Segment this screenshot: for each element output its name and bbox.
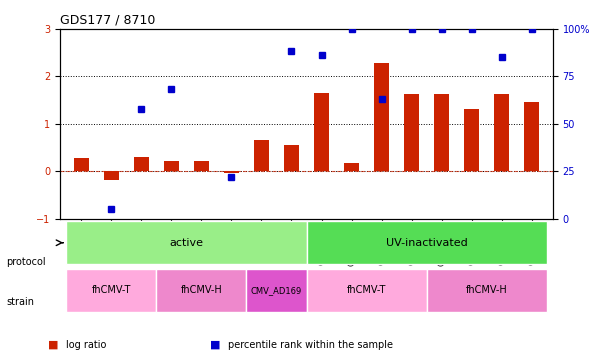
Bar (74, 158, 89, 171)
Text: ■: ■ (210, 340, 221, 350)
Bar (344, 163, 359, 171)
Bar (404, 94, 419, 171)
Text: percentile rank within the sample: percentile rank within the sample (228, 340, 394, 350)
Bar (284, 145, 299, 171)
Text: strain: strain (6, 297, 34, 307)
FancyBboxPatch shape (246, 269, 307, 312)
FancyBboxPatch shape (307, 269, 427, 312)
Text: fhCMV-H: fhCMV-H (180, 285, 222, 295)
Text: ■: ■ (48, 340, 58, 350)
Text: CMV_AD169: CMV_AD169 (251, 286, 302, 295)
Bar (164, 161, 179, 171)
Bar (495, 94, 510, 171)
Bar (224, 171, 239, 173)
FancyBboxPatch shape (307, 221, 547, 264)
Bar (525, 102, 540, 171)
Bar (254, 140, 269, 171)
Bar (104, 171, 119, 180)
FancyBboxPatch shape (427, 269, 547, 312)
Text: GDS177 / 8710: GDS177 / 8710 (60, 13, 156, 26)
Bar (434, 94, 450, 171)
FancyBboxPatch shape (156, 269, 246, 312)
Bar (134, 157, 149, 171)
FancyBboxPatch shape (66, 269, 156, 312)
Bar (194, 161, 209, 171)
Text: fhCMV-T: fhCMV-T (91, 285, 131, 295)
Bar (374, 63, 389, 171)
FancyBboxPatch shape (66, 221, 307, 264)
Text: UV-inactivated: UV-inactivated (386, 238, 468, 248)
Text: fhCMV-T: fhCMV-T (347, 285, 386, 295)
Text: log ratio: log ratio (66, 340, 106, 350)
Text: protocol: protocol (6, 257, 46, 267)
Text: active: active (169, 238, 203, 248)
Bar (314, 93, 329, 171)
Bar (465, 109, 480, 171)
Text: fhCMV-H: fhCMV-H (466, 285, 508, 295)
